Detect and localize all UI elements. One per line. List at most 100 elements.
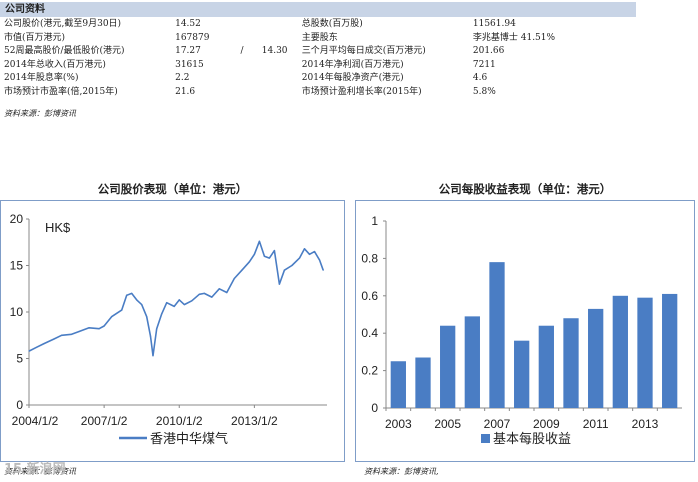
eps-bar <box>538 325 554 408</box>
info-cell <box>258 72 298 86</box>
y-tick-label: 15 <box>10 259 24 273</box>
price-point <box>98 328 100 330</box>
info-cell: 李兆基博士 41.51% <box>472 32 556 43</box>
x-tick-label: 2011 <box>583 417 609 431</box>
info-cell: 201.66 <box>472 46 505 56</box>
eps-chart-panel: 0 0.2 0.4 0.6 0.8 1 2003 2005 2007 2009 2011 2013 基本… <box>355 200 695 462</box>
price-point <box>149 335 152 337</box>
y-tick-label: 0 <box>371 401 378 415</box>
info-cell: 17.27 <box>175 46 201 56</box>
x-tick-label: 2004/1/2 <box>12 414 59 428</box>
info-row: 52周最高股价/最低股价(港元) 17.27 / 14.30 三个月平均每日成交(百万港… <box>0 45 640 59</box>
info-row: 市场预计市盈率(倍,2015年) 21.6 市场预计盈利增长率(2015年) 5.8% <box>0 86 640 100</box>
info-cell: 52周最高股价/最低股价(港元) <box>4 46 125 56</box>
info-cell: 市场预计盈利增长率(2015年) <box>301 86 422 97</box>
price-point <box>53 338 55 340</box>
info-cell: 三个月平均每日成交(百万港元) <box>301 46 426 56</box>
eps-bar <box>489 262 505 408</box>
price-point <box>233 277 235 280</box>
price-point <box>161 313 163 315</box>
price-point <box>273 250 276 252</box>
price-chart: 0 5 10 15 20 2004/1/2 2007/1/2 2010/1/2 2013/1/2… <box>10 212 327 446</box>
price-point <box>183 303 185 306</box>
price-point <box>253 253 255 255</box>
y-tick-label: 0.2 <box>361 364 378 378</box>
price-point <box>198 293 200 295</box>
eps-bar <box>440 325 456 408</box>
info-cell: 31615 <box>175 59 204 70</box>
price-point <box>28 350 30 352</box>
info-cell <box>222 86 258 100</box>
x-tick-label: 2013/1/2 <box>231 414 278 428</box>
y-tick-label: 0.4 <box>361 326 378 340</box>
watermark: 15 新浪网 <box>4 462 66 477</box>
price-chart-source: 资料来源：彭博资讯 <box>4 467 76 476</box>
price-point <box>258 240 260 242</box>
price-point <box>191 300 193 302</box>
price-point <box>121 309 123 311</box>
x-tick-label: 2007/1/2 <box>81 414 128 428</box>
price-point <box>226 291 228 294</box>
eps-bar <box>588 308 604 408</box>
info-cell: 2014年每股净资产(港元) <box>301 73 404 83</box>
info-cell: 2014年净利润(百万港元) <box>301 59 404 70</box>
info-cell: 11561.94 <box>472 19 516 29</box>
price-point <box>283 269 286 271</box>
price-point <box>60 334 63 336</box>
legend-label: 香港中华煤气 <box>150 431 228 446</box>
info-cell: 2.2 <box>175 73 190 83</box>
price-point <box>166 302 168 304</box>
price-point <box>78 330 80 333</box>
eps-bar <box>563 318 579 408</box>
info-cell: 14.52 <box>175 19 201 29</box>
price-point <box>303 248 306 250</box>
info-cell: 4.6 <box>472 73 488 83</box>
eps-bar <box>612 295 628 408</box>
x-tick-label: 2010/1/2 <box>156 414 203 428</box>
price-point <box>308 253 311 255</box>
info-cell: 5.8% <box>472 86 496 97</box>
price-point <box>263 255 265 257</box>
price-point <box>318 259 321 261</box>
eps-chart-source: 资料来源：彭博资讯, <box>364 467 439 476</box>
info-row: 2014年总收入(百万港元) 31615 2014年净利润(百万港元) 7211 <box>0 59 640 73</box>
info-cell: 主要股东 <box>301 32 338 43</box>
info-source: 资料来源：彭博资讯 <box>4 109 76 118</box>
info-cell <box>258 32 298 46</box>
y-tick-label: 0.8 <box>361 251 378 265</box>
info-cell: 总股数(百万股) <box>301 19 363 29</box>
price-point <box>136 299 138 301</box>
info-row: 市值(百万港元) 167879 主要股东 李兆基博士 41.51% <box>0 32 640 46</box>
price-point <box>218 288 220 290</box>
price-point <box>126 294 128 296</box>
y-tick-label: 0.6 <box>361 289 378 303</box>
y-tick-label: 5 <box>16 352 23 366</box>
info-header: 公司资料 <box>0 2 636 17</box>
x-tick-label: 2003 <box>385 417 412 431</box>
y-tick-label: 10 <box>10 305 24 319</box>
price-point <box>146 316 148 318</box>
price-point <box>173 305 175 308</box>
price-chart-title: 公司股价表现（单位：港元） <box>97 182 248 196</box>
x-tick-label: 2013 <box>632 417 659 431</box>
info-cell <box>222 59 258 73</box>
info-cell: 市场预计市盈率(倍,2015年) <box>4 86 118 97</box>
price-point <box>298 257 301 259</box>
info-cell: 2014年股息率(%) <box>4 73 79 83</box>
info-cell <box>258 86 298 100</box>
price-point <box>131 292 133 294</box>
price-point <box>241 269 243 271</box>
info-cell <box>258 59 298 73</box>
info-cell: 14.30 <box>261 46 288 56</box>
info-cell: 167879 <box>175 32 210 43</box>
info-row: 公司股价(港元,截至9月30日) 14.52 总股数(百万股) 11561.94 <box>0 18 640 32</box>
price-point <box>70 333 73 335</box>
price-point <box>313 250 316 253</box>
y-tick-label: 0 <box>16 398 23 412</box>
info-cell: 7211 <box>472 59 496 70</box>
price-point <box>88 327 90 329</box>
legend-swatch <box>481 434 490 443</box>
x-tick-label: 2007 <box>484 417 511 431</box>
price-point <box>141 303 143 306</box>
price-point <box>291 264 293 267</box>
